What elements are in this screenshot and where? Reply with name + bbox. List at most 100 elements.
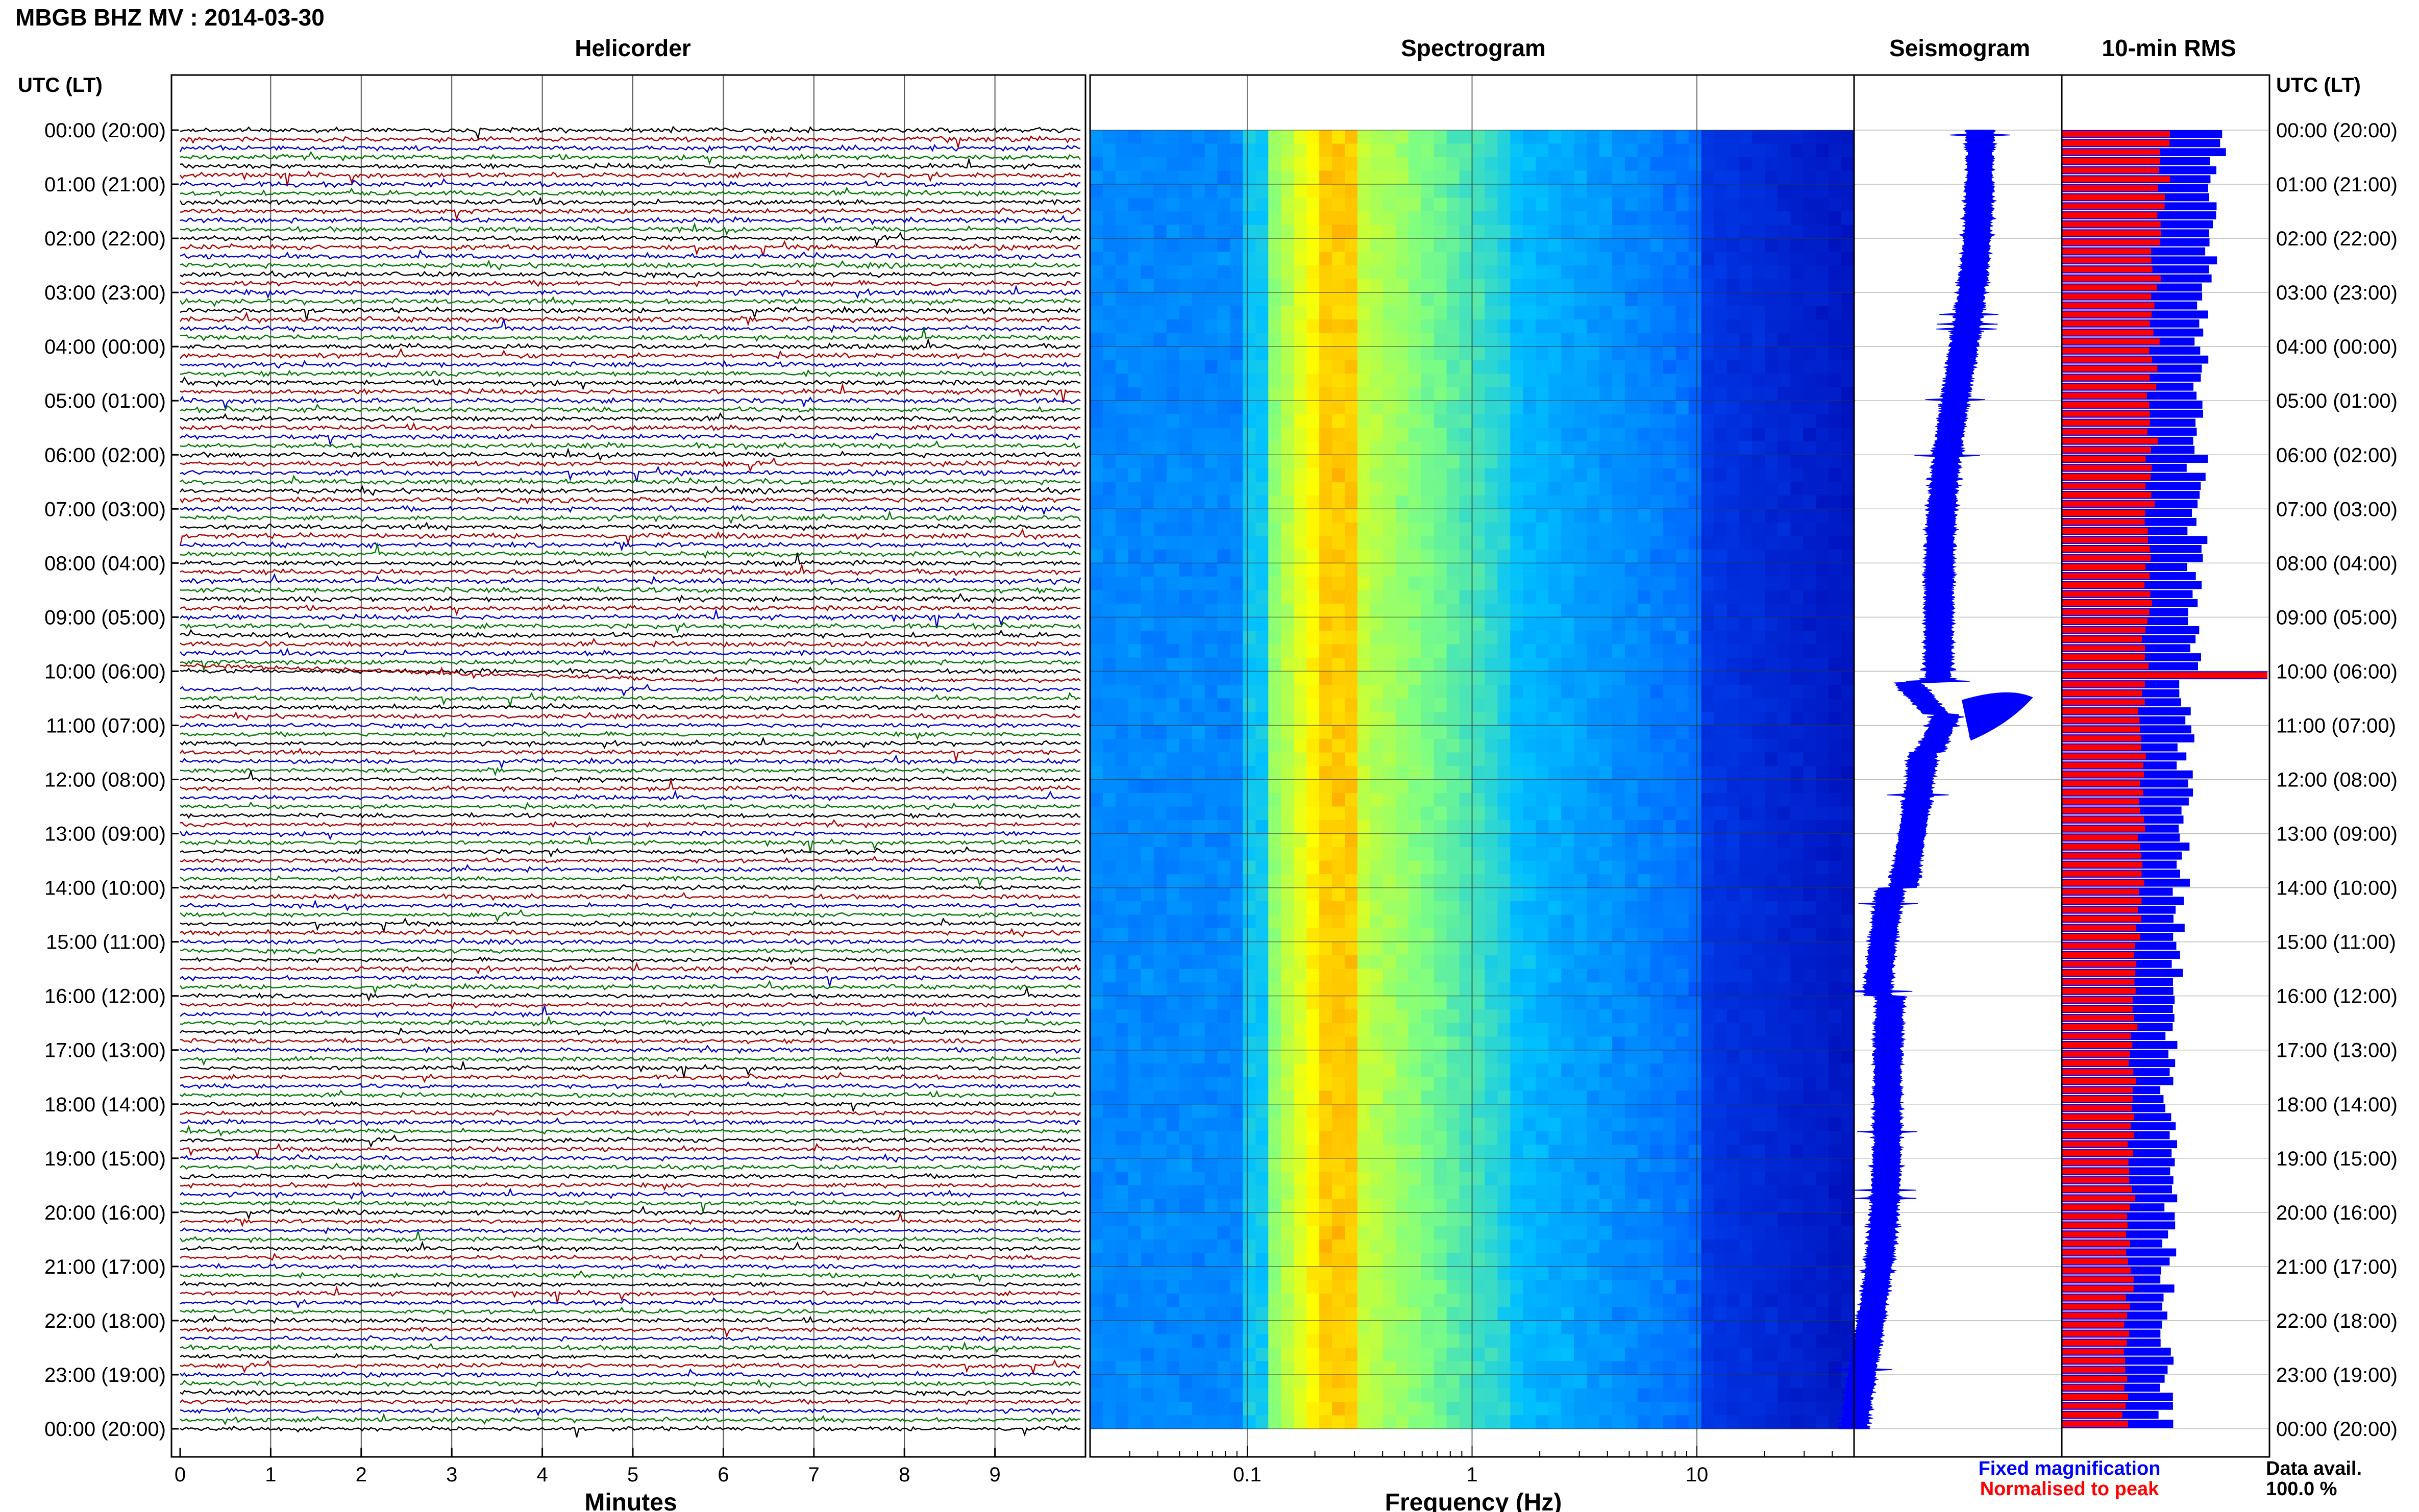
- spectrogram-cell: [1803, 793, 1816, 807]
- spectrogram-cell: [1421, 603, 1435, 617]
- spectrogram-cell: [1688, 211, 1702, 226]
- spectrogram-cell: [1090, 1104, 1103, 1118]
- spectrogram-cell: [1574, 847, 1587, 861]
- spectrogram-cell: [1383, 346, 1396, 361]
- spectrogram-cell: [1816, 184, 1829, 199]
- spectrogram-cell: [1675, 1118, 1689, 1132]
- spectrogram-cell: [1752, 1172, 1765, 1186]
- spectrogram-cell: [1829, 346, 1842, 361]
- spectrogram-cell: [1637, 549, 1651, 563]
- spectrogram-cell: [1115, 170, 1129, 185]
- spectrogram-cell: [1204, 1104, 1218, 1118]
- spectrogram-cell: [1434, 887, 1447, 902]
- spectrogram-cell: [1637, 1185, 1651, 1199]
- spectrogram-cell: [1268, 833, 1281, 848]
- spectrogram-cell: [1510, 1036, 1523, 1051]
- spectrogram-cell: [1485, 563, 1498, 577]
- spectrogram-cell: [1204, 1090, 1218, 1105]
- spectrogram-cell: [1561, 684, 1574, 699]
- spectrogram-cell: [1714, 590, 1727, 604]
- spectrogram-cell: [1790, 306, 1804, 320]
- spectrogram-cell: [1268, 766, 1281, 780]
- spectrogram-cell: [1179, 901, 1193, 915]
- spectrogram-cell: [1090, 441, 1103, 455]
- spectrogram-cell: [1650, 590, 1664, 604]
- spectrogram-cell: [1204, 509, 1218, 523]
- spectrogram-cell: [1841, 1199, 1855, 1213]
- spectrogram-cell: [1497, 820, 1511, 834]
- spectrogram-cell: [1217, 711, 1230, 726]
- spectrogram-cell: [1536, 793, 1549, 807]
- spectrogram-cell: [1675, 752, 1689, 766]
- spectrogram-cell: [1574, 914, 1587, 929]
- spectrogram-cell: [1752, 1145, 1765, 1159]
- spectrogram-cell: [1115, 590, 1129, 604]
- spectrogram-cell: [1166, 143, 1180, 158]
- spectrogram-cell: [1446, 333, 1460, 347]
- spectrogram-cell: [1612, 766, 1625, 780]
- spectrogram-cell: [1192, 563, 1205, 577]
- spectrogram-cell: [1829, 941, 1842, 956]
- spectrogram-cell: [1599, 739, 1613, 753]
- spectrogram-cell: [1090, 928, 1103, 943]
- spectrogram-cell: [1485, 549, 1498, 563]
- spectrogram-cell: [1446, 1158, 1460, 1172]
- spectrogram-cell: [1485, 671, 1498, 685]
- spectrogram-cell: [1179, 265, 1193, 280]
- spectrogram-cell: [1714, 887, 1727, 902]
- spectrogram-cell: [1421, 941, 1435, 956]
- spectrogram-cell: [1090, 698, 1103, 712]
- spectrogram-cell: [1816, 495, 1829, 509]
- spectrogram-cell: [1357, 1199, 1371, 1213]
- spectrogram-cell: [1243, 1077, 1256, 1091]
- spectrogram-cell: [1306, 184, 1320, 199]
- spectrogram-cell: [1675, 170, 1689, 185]
- helicorder-trace: [180, 1015, 1081, 1027]
- spectrogram-cell: [1701, 1090, 1715, 1105]
- spectrogram-cell: [1230, 1145, 1243, 1159]
- spectrogram-cell: [1306, 698, 1320, 712]
- spectrogram-cell: [1612, 1104, 1625, 1118]
- spectrogram-cell: [1421, 549, 1435, 563]
- spectrogram-cell: [1281, 752, 1294, 766]
- spectrogram-cell: [1675, 630, 1689, 645]
- spectrogram-cell: [1803, 1104, 1816, 1118]
- spectrogram-cell: [1255, 1009, 1269, 1024]
- spectrogram-cell: [1243, 401, 1256, 415]
- spectrogram-cell: [1624, 887, 1638, 902]
- spectrogram-cell: [1230, 428, 1243, 442]
- spectrogram-cell: [1587, 238, 1600, 253]
- spectrogram-cell: [1472, 184, 1485, 199]
- spectrogram-cell: [1624, 482, 1638, 496]
- spectrogram-cell: [1294, 955, 1307, 970]
- spectrogram-cell: [1803, 996, 1816, 1010]
- spectrogram-cell: [1561, 982, 1574, 997]
- spectrogram-cell: [1459, 684, 1473, 699]
- spectrogram-cell: [1587, 468, 1600, 482]
- spectrogram-cell: [1090, 387, 1103, 401]
- spectrogram-cell: [1816, 657, 1829, 672]
- spectrogram-cell: [1204, 1145, 1218, 1159]
- spectrogram-cell: [1179, 1050, 1193, 1064]
- spectrogram-cell: [1829, 779, 1842, 794]
- spectrogram-cell: [1472, 1077, 1485, 1091]
- spectrogram-cell: [1778, 333, 1791, 347]
- spectrogram-cell: [1624, 820, 1638, 834]
- spectrogram-cell: [1383, 1090, 1396, 1105]
- spectrogram-cell: [1446, 1050, 1460, 1064]
- spectrogram-cell: [1204, 1009, 1218, 1024]
- spectrogram-cell: [1523, 914, 1536, 929]
- spectrogram-cell: [1204, 982, 1218, 997]
- spectrogram-cell: [1587, 793, 1600, 807]
- spectrogram-cell: [1536, 143, 1549, 158]
- spectrogram-cell: [1192, 982, 1205, 997]
- spectrogram-cell: [1497, 996, 1511, 1010]
- spectrogram-cell: [1090, 806, 1103, 821]
- spectrogram-cell: [1650, 941, 1664, 956]
- spectrogram-cell: [1752, 779, 1765, 794]
- spectrogram-cell: [1128, 495, 1142, 509]
- spectrogram-cell: [1778, 319, 1791, 334]
- spectrogram-cell: [1739, 225, 1752, 239]
- spectrogram-cell: [1688, 143, 1702, 158]
- spectrogram-cell: [1319, 441, 1332, 455]
